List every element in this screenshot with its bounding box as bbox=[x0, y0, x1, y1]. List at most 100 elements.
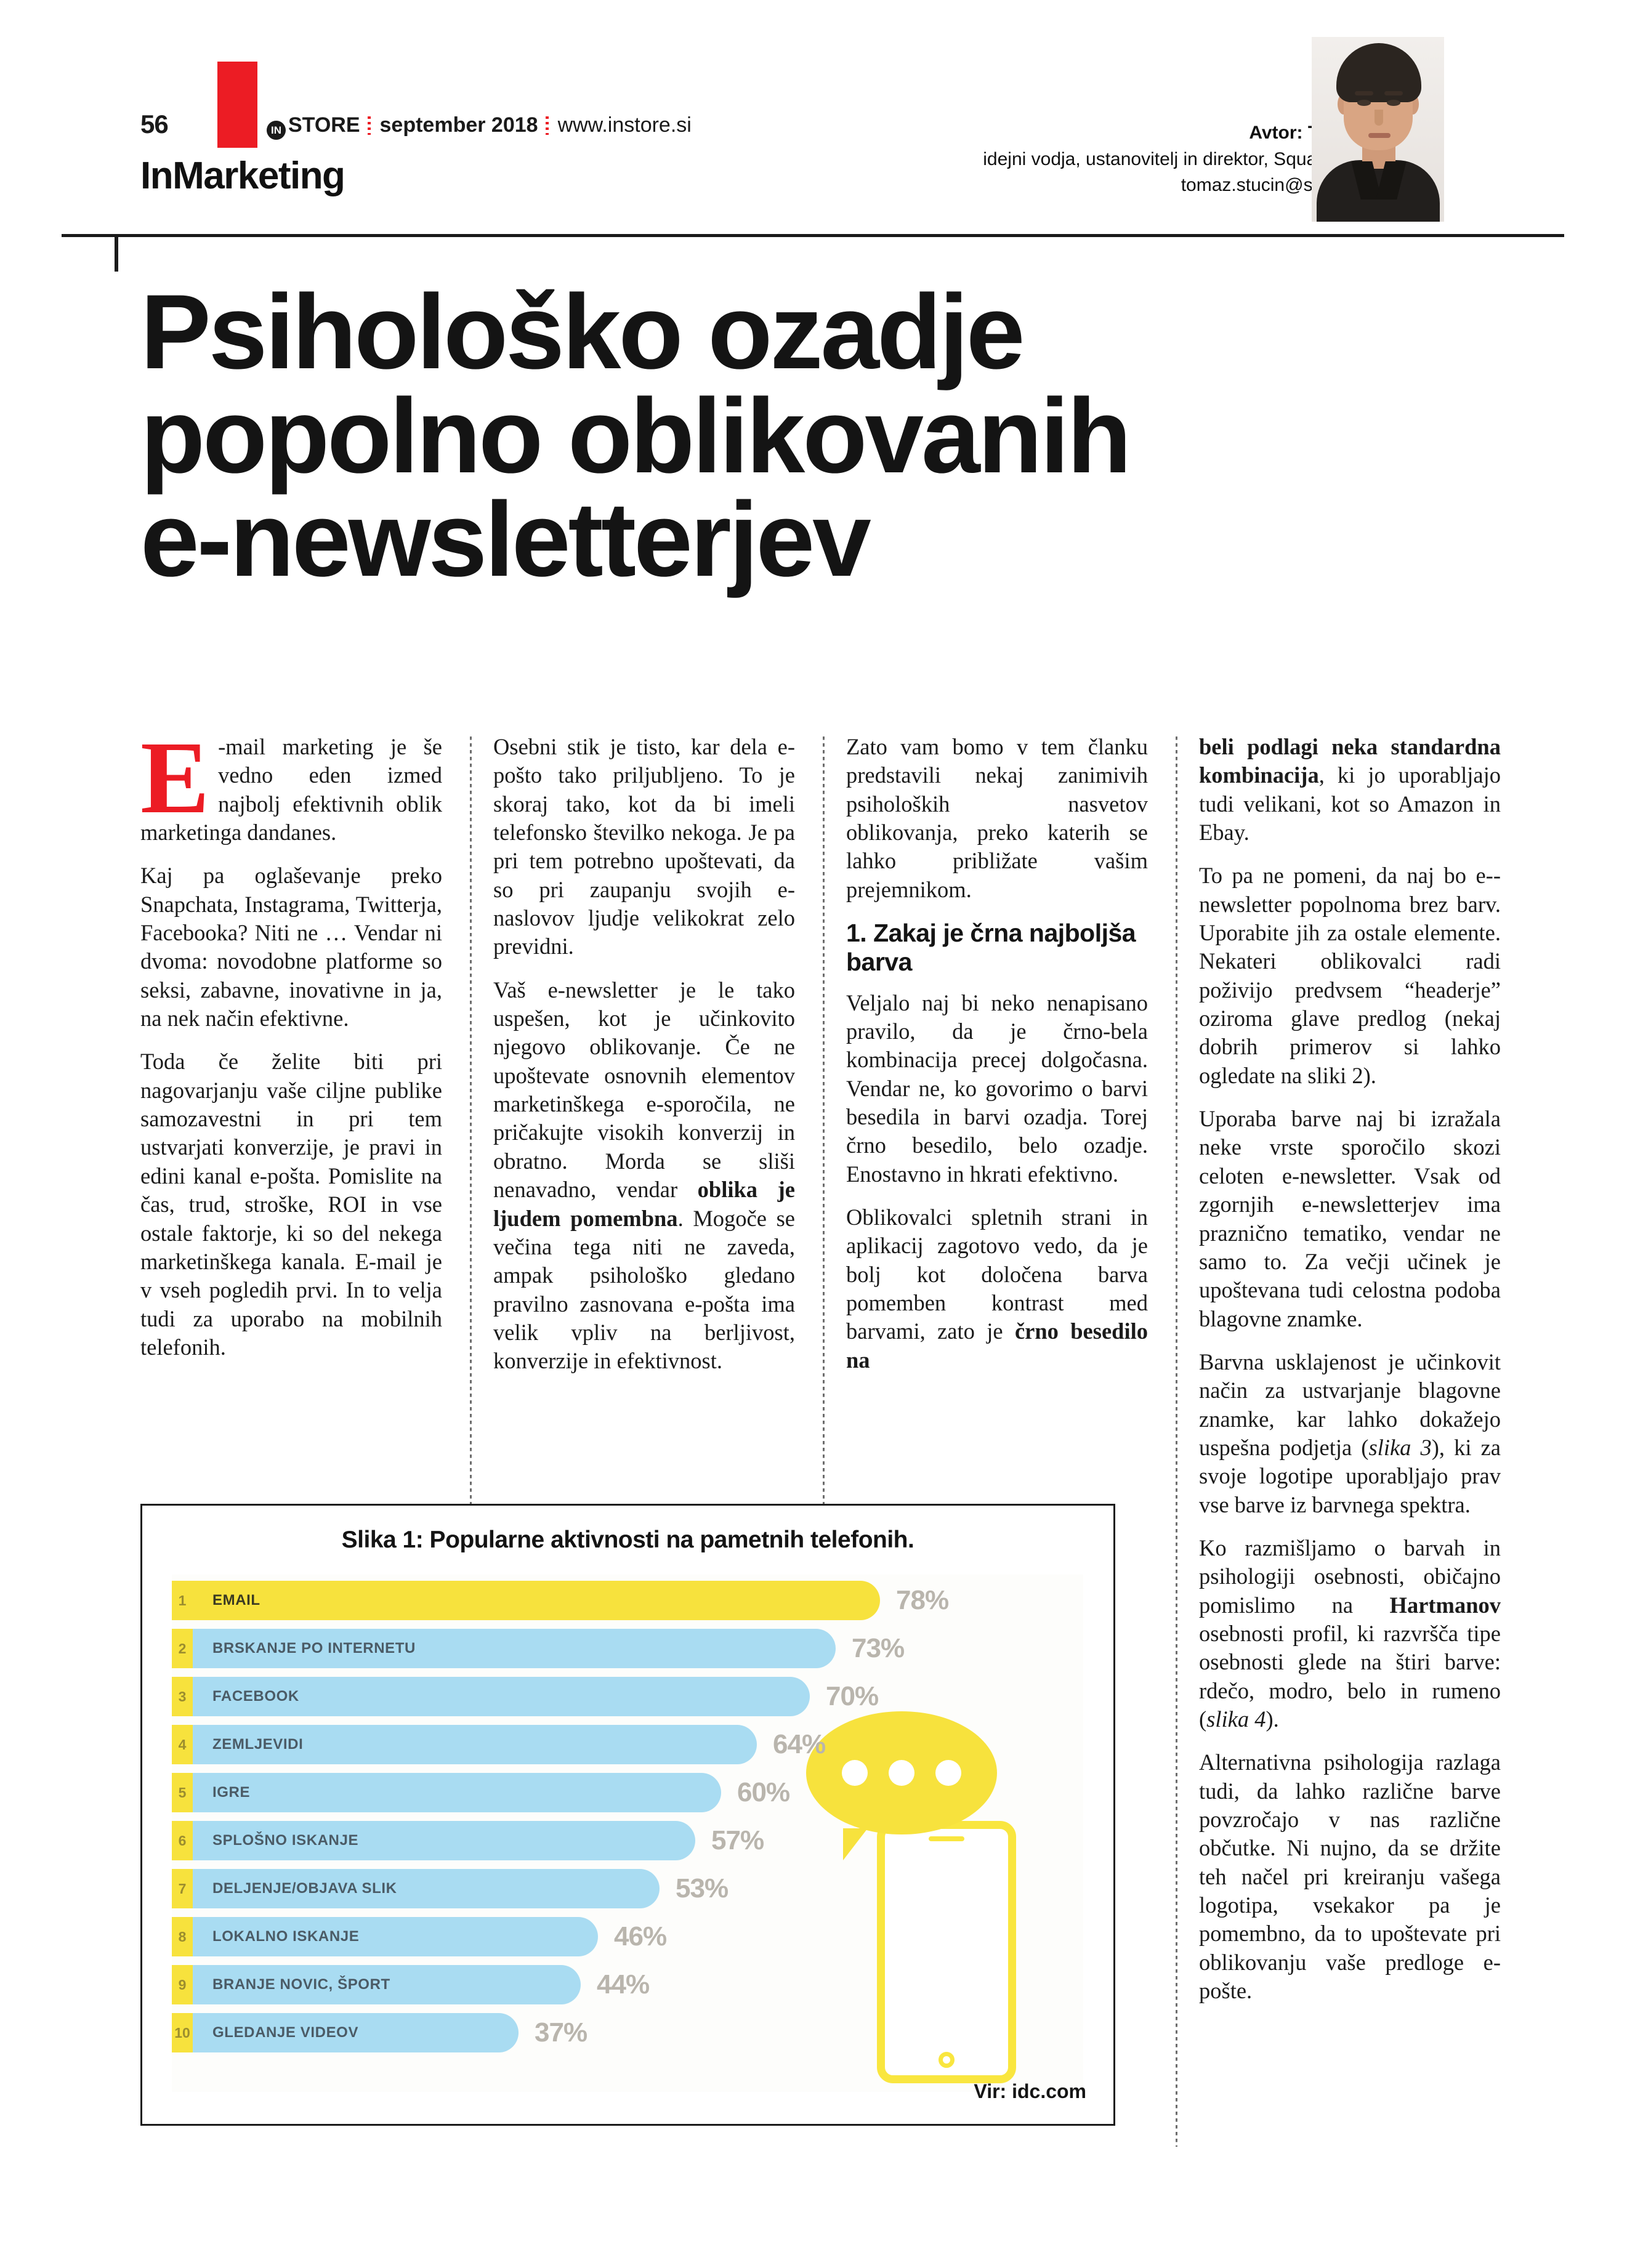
bar-value-label: 53% bbox=[676, 1873, 729, 1903]
article-column-2: Osebni stik je tisto, kar dela e-pošto t… bbox=[493, 733, 795, 1376]
bar-rank-label: 4 bbox=[172, 1725, 193, 1764]
bar-value-label: 44% bbox=[597, 1969, 650, 2000]
bar-row: 1 EMAIL 78% bbox=[172, 1581, 949, 1620]
bar-value-label: 78% bbox=[896, 1585, 949, 1615]
dot-separator-icon-2 bbox=[545, 116, 551, 135]
paragraph-c3-3: Oblikovalci spletnih strani in aplikacij… bbox=[846, 1203, 1148, 1374]
bar-row: 2 BRSKANJE PO INTERNETU 73% bbox=[172, 1629, 905, 1668]
bar-fill bbox=[193, 1965, 581, 2004]
paragraph-intro-text: -mail marketing je še vedno eden izmed n… bbox=[140, 734, 442, 845]
emphasis-hartmanov: Hartmanov bbox=[1389, 1592, 1501, 1618]
bar-row: 9 BRANJE NOVIC, ŠPORT 44% bbox=[172, 1965, 880, 2004]
paragraph-c3-1: Zato vam bomo v tem članku predstavili n… bbox=[846, 734, 1148, 902]
bar-category-label: LOKALNO ISKANJE bbox=[212, 1928, 360, 1945]
bar-rank-label: 2 bbox=[172, 1629, 193, 1668]
paragraph-c4-4-b: ), ki za svoje logotipe uporabljajo prav… bbox=[1199, 1434, 1501, 1517]
bar-category-label: BRANJE NOVIC, ŠPORT bbox=[212, 1976, 390, 1993]
bar-category-label: FACEBOOK bbox=[212, 1688, 299, 1705]
bar-rank-label: 10 bbox=[172, 2013, 193, 2052]
paragraph-c2-2-a: Vaš e-newsletter je le tako uspešen, kot… bbox=[493, 977, 795, 1203]
column-divider-3 bbox=[1176, 736, 1177, 2147]
figure-ref-slika-4: slika 4 bbox=[1206, 1706, 1266, 1732]
article-column-3: Zato vam bomo v tem članku predstavili n… bbox=[846, 733, 1148, 1374]
bar-row: 8 LOKALNO ISKANJE 46% bbox=[172, 1917, 880, 1956]
bar-rank-label: 3 bbox=[172, 1677, 193, 1716]
emphasis-crno-besedilo-na: črno besedilo na bbox=[846, 1318, 1148, 1373]
bar-value-label: 73% bbox=[852, 1633, 905, 1663]
smartphone-illustration-icon bbox=[877, 1821, 1016, 2083]
bar-fill bbox=[193, 1917, 598, 1956]
chart-canvas: 1 EMAIL 78% 2 BRSKANJE PO INTERNETU 73% 3 FACEB… bbox=[172, 1575, 1083, 2092]
instore-badge-icon: IN bbox=[267, 121, 286, 140]
portrait-eye-right bbox=[1387, 100, 1400, 106]
bar-category-label: GLEDANJE VIDEOV bbox=[212, 2024, 359, 2041]
bar-fill bbox=[193, 1773, 721, 1812]
subheading-zakaj-je-crna: 1. Zakaj je črna najboljša barva bbox=[846, 919, 1136, 976]
bar-row: 10 GLEDANJE VIDEOV 37% bbox=[172, 2013, 880, 2052]
bar-rank-label: 8 bbox=[172, 1917, 193, 1956]
paragraph-c4-5-b: osebnosti profil, ki razvršča tipe osebn… bbox=[1199, 1620, 1501, 1732]
bar-rank-label: 5 bbox=[172, 1773, 193, 1812]
paragraph-c4-4-a: Barvna usklajenost je učinkovit način za… bbox=[1199, 1349, 1501, 1460]
bar-row: 6 SPLOŠNO ISKANJE 57% bbox=[172, 1821, 880, 1860]
author-portrait bbox=[1312, 37, 1444, 222]
emphasis-oblika-je-ljudem-pomembna: oblika je ljudem pomembna bbox=[493, 1177, 795, 1231]
drop-cap: E bbox=[140, 720, 210, 835]
figure-source: Vir: idc.com bbox=[974, 2080, 1086, 2102]
bar-rank-label: 9 bbox=[172, 1965, 193, 2004]
header-divider-tick bbox=[115, 236, 118, 272]
bar-fill bbox=[193, 1725, 757, 1764]
bar-rank-label: 6 bbox=[172, 1821, 193, 1860]
paragraph-c4-5: Ko razmišljamo o barvah in psihologiji o… bbox=[1199, 1534, 1501, 1733]
bar-value-label: 37% bbox=[535, 2017, 587, 2048]
header-divider-rule bbox=[62, 234, 1564, 237]
bar-row: 4 ZEMLJEVIDI 64% bbox=[172, 1725, 880, 1764]
speech-bubble-dot-1 bbox=[842, 1760, 868, 1786]
headline-line-2: popolno oblikovanih bbox=[140, 376, 1132, 495]
bar-category-label: SPLOŠNO ISKANJE bbox=[212, 1832, 359, 1849]
bar-row: 5 IGRE 60% bbox=[172, 1773, 880, 1812]
paragraph-c2-2-b: . Mogoče se večina tega niti ne zaveda, … bbox=[493, 1205, 795, 1374]
bar-row: 7 DELJENJE/OBJAVA SLIK 53% bbox=[172, 1869, 880, 1908]
issue-date: september 2018 bbox=[379, 113, 538, 137]
bar-category-label: EMAIL bbox=[212, 1592, 260, 1608]
paragraph-c3-2: Veljalo naj bi neko nenapisano pravilo, … bbox=[846, 990, 1148, 1187]
portrait-nose bbox=[1375, 110, 1383, 126]
bar-category-label: BRSKANJE PO INTERNETU bbox=[212, 1640, 416, 1657]
portrait-brow-left bbox=[1355, 91, 1373, 95]
bar-value-label: 57% bbox=[711, 1825, 764, 1855]
article-column-4: beli podlagi neka standardna kombinacija… bbox=[1199, 733, 1501, 2005]
headline-line-1: Psihološko ozadje bbox=[140, 273, 1025, 391]
bar-row: 3 FACEBOOK 70% bbox=[172, 1677, 880, 1716]
figure-caption-title: Slika 1: Popularne aktivnosti na pametni… bbox=[341, 1527, 914, 1553]
paragraph-c4-1-rest: , ki jo uporabljajo tudi velikani, kot s… bbox=[1199, 762, 1501, 845]
brand-name: STORE bbox=[288, 113, 360, 137]
section-title: InMarketing bbox=[140, 155, 345, 197]
website-url[interactable]: www.instore.si bbox=[557, 113, 692, 137]
headline-line-3: e-newsletterjev bbox=[140, 480, 871, 599]
bar-fill bbox=[193, 1677, 810, 1716]
article-column-1: E -mail marketing je še vedno eden izmed … bbox=[140, 720, 442, 1362]
paragraph-c4-5-c: ). bbox=[1266, 1706, 1279, 1732]
dot-separator-icon bbox=[367, 116, 373, 135]
phone-home-button-icon bbox=[939, 2052, 955, 2068]
column-divider-2 bbox=[823, 736, 825, 1506]
speech-bubble-dot-3 bbox=[935, 1760, 961, 1786]
bar-fill bbox=[193, 1821, 695, 1860]
speech-bubble-dot-2 bbox=[889, 1760, 914, 1786]
phone-speaker-icon bbox=[929, 1836, 964, 1841]
paragraph-c4-6: Alternativna psihologija razlaga tudi, d… bbox=[1199, 1749, 1501, 2004]
column-divider-1 bbox=[470, 736, 472, 1506]
page-title: Psihološko ozadje popolno oblikovanih e-… bbox=[140, 273, 1508, 599]
bar-fill bbox=[193, 1869, 660, 1908]
paragraph-c1-2: Kaj pa oglaševanje preko Snapchata, Inst… bbox=[140, 863, 442, 1031]
paragraph-c2-1: Osebni stik je tisto, kar dela e-pošto t… bbox=[493, 734, 795, 959]
bar-value-label: 60% bbox=[737, 1777, 790, 1807]
emphasis-beli-podlagi: beli podlagi neka standardna kombinacija bbox=[1199, 734, 1501, 788]
masthead-kicker: IN STORE september 2018 www.instore.si bbox=[267, 113, 692, 140]
portrait-brow-right bbox=[1384, 91, 1403, 95]
bar-fill bbox=[193, 1581, 880, 1620]
paragraph-c4-2: To pa ne pomeni, da naj bo e--newsletter… bbox=[1199, 863, 1501, 1088]
portrait-eye-left bbox=[1357, 100, 1371, 106]
bar-fill bbox=[193, 2013, 519, 2052]
